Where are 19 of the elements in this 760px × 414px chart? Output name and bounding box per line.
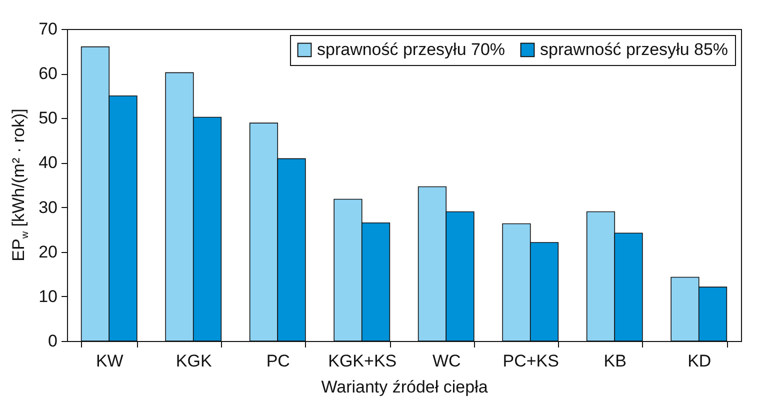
y-tick-label: 70 (38, 20, 58, 38)
x-tick-label: KGK (176, 352, 212, 370)
x-tick-label: KB (604, 352, 626, 370)
y-tick-label: 20 (38, 242, 58, 262)
y-tick-label: 0 (48, 332, 58, 350)
y-tick-label: 50 (38, 108, 58, 128)
legend-label: sprawność przesyłu 85% (540, 40, 728, 59)
x-tick-label: KD (688, 352, 712, 370)
x-tick-label: PC+KS (502, 352, 559, 370)
y-tick-label: 10 (38, 286, 58, 306)
y-tick-label: 60 (38, 64, 58, 84)
x-axis-title: Warianty źródeł ciepła (321, 378, 488, 396)
legend-label: sprawność przesyłu 70% (317, 40, 506, 59)
x-tick-label: KW (96, 352, 124, 370)
y-tick-label: 40 (38, 153, 58, 172)
x-tick-label: PC (266, 352, 290, 370)
y-tick-label: 30 (38, 198, 58, 217)
x-tick-label: WC (432, 352, 461, 370)
x-tick-label: KGK+KS (328, 352, 397, 370)
